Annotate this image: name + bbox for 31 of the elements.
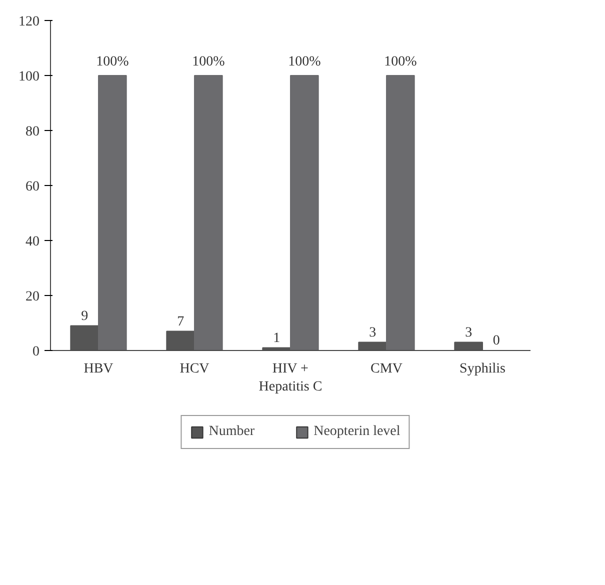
y-tick-label: 80 bbox=[26, 124, 40, 140]
y-tick-label: 0 bbox=[32, 344, 40, 360]
bar bbox=[70, 325, 99, 350]
y-tick-label: 40 bbox=[26, 234, 40, 250]
y-tick-label: 120 bbox=[18, 14, 40, 30]
data-label: 7 bbox=[177, 314, 184, 330]
y-tick-label: 100 bbox=[18, 70, 40, 84]
data-label: 3 bbox=[369, 325, 376, 340]
legend-label: Number bbox=[208, 424, 255, 440]
bar bbox=[98, 75, 127, 350]
data-label: 100% bbox=[384, 54, 418, 70]
data-label: 100% bbox=[288, 54, 322, 70]
data-label: 100% bbox=[192, 54, 226, 70]
y-tick-label: 20 bbox=[26, 290, 40, 304]
y-tick-label: 60 bbox=[26, 180, 40, 194]
bar bbox=[166, 330, 195, 350]
x-tick-label: Syphilis bbox=[460, 362, 506, 376]
bar bbox=[194, 75, 223, 350]
x-tick-label: HBV bbox=[84, 362, 114, 376]
bar bbox=[290, 75, 319, 350]
bar bbox=[386, 75, 415, 350]
data-label: 9 bbox=[81, 308, 88, 324]
bar bbox=[454, 342, 483, 350]
x-tick-label: CMV bbox=[370, 362, 402, 376]
data-label: 0 bbox=[492, 334, 500, 348]
x-tick-label: HCV bbox=[180, 362, 210, 376]
data-label: 3 bbox=[465, 325, 472, 340]
legend-label: Neopterin level bbox=[314, 424, 400, 440]
data-label: 100% bbox=[96, 54, 130, 70]
x-tick-label: HIV + Hepatitis C bbox=[258, 362, 322, 394]
data-label: 1 bbox=[273, 330, 280, 346]
